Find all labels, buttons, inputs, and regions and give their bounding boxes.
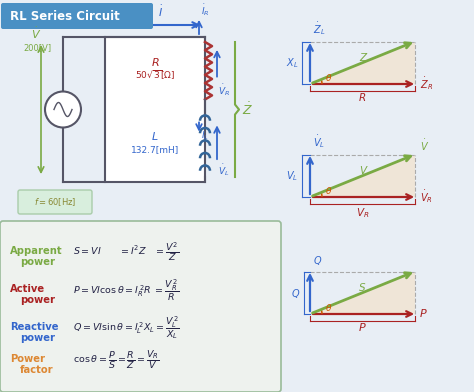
Text: power: power bbox=[20, 295, 55, 305]
Polygon shape bbox=[310, 272, 415, 314]
Text: $Q = VI\sin\theta = I_L^{\,2}X_L = \dfrac{V_L^{\,2}}{X_L}$: $Q = VI\sin\theta = I_L^{\,2}X_L = \dfra… bbox=[73, 315, 180, 341]
Text: Apparent: Apparent bbox=[10, 246, 63, 256]
Text: power: power bbox=[20, 333, 55, 343]
Text: P: P bbox=[359, 323, 366, 333]
Text: $\dot{V}_R$: $\dot{V}_R$ bbox=[218, 82, 230, 98]
FancyBboxPatch shape bbox=[1, 3, 153, 29]
Text: $\dot{V}_L$: $\dot{V}_L$ bbox=[218, 162, 229, 178]
Circle shape bbox=[45, 91, 81, 127]
Text: Reactive: Reactive bbox=[10, 322, 58, 332]
Text: $\dot{V}$: $\dot{V}$ bbox=[31, 26, 41, 41]
FancyBboxPatch shape bbox=[18, 190, 92, 214]
Text: $\dot{V}_R$: $\dot{V}_R$ bbox=[420, 189, 433, 205]
Text: $\dot{V}$: $\dot{V}$ bbox=[420, 138, 429, 153]
Text: S: S bbox=[359, 283, 366, 293]
Text: $V_L$: $V_L$ bbox=[286, 169, 298, 183]
Text: $\dot{Z}_L$: $\dot{Z}_L$ bbox=[313, 20, 325, 37]
Text: $\dot{Z}$: $\dot{Z}$ bbox=[242, 101, 253, 118]
Text: P: P bbox=[420, 309, 427, 319]
Text: 200[V]: 200[V] bbox=[23, 43, 51, 52]
Text: $L$: $L$ bbox=[151, 130, 159, 142]
Text: $V_R$: $V_R$ bbox=[356, 206, 369, 220]
Text: $\cos\theta = \dfrac{P}{S} = \dfrac{R}{Z} = \dfrac{V_R}{V}$: $\cos\theta = \dfrac{P}{S} = \dfrac{R}{Z… bbox=[73, 349, 160, 371]
Text: $Q$: $Q$ bbox=[313, 254, 322, 267]
Text: power: power bbox=[20, 257, 55, 267]
Text: R: R bbox=[359, 93, 366, 103]
Polygon shape bbox=[310, 155, 415, 197]
Text: $\theta$: $\theta$ bbox=[325, 302, 332, 313]
Text: $\dot{V}_L$: $\dot{V}_L$ bbox=[313, 133, 325, 150]
Text: $\theta$: $\theta$ bbox=[325, 185, 332, 196]
Text: RL Series Circuit: RL Series Circuit bbox=[10, 9, 120, 22]
Text: $R$: $R$ bbox=[151, 56, 159, 68]
Text: $P = VI\cos\theta = I_R^{\,2}R \;= \dfrac{V_R^{\,2}}{R}$: $P = VI\cos\theta = I_R^{\,2}R \;= \dfra… bbox=[73, 278, 179, 303]
Polygon shape bbox=[310, 42, 415, 84]
Text: $\dot{I}_L$: $\dot{I}_L$ bbox=[201, 127, 209, 142]
Text: $Q$: $Q$ bbox=[291, 287, 300, 299]
Text: $\dot{I}$: $\dot{I}$ bbox=[157, 4, 163, 19]
Text: Active: Active bbox=[10, 284, 45, 294]
Text: $X_L$: $X_L$ bbox=[285, 56, 298, 70]
Text: $\theta$: $\theta$ bbox=[325, 72, 332, 83]
Bar bbox=[105, 37, 205, 182]
Text: factor: factor bbox=[20, 365, 54, 375]
Text: $\dot{I}_R$: $\dot{I}_R$ bbox=[201, 2, 210, 18]
Text: $50\sqrt{3}[\Omega]$: $50\sqrt{3}[\Omega]$ bbox=[135, 68, 175, 82]
Text: Power: Power bbox=[10, 354, 45, 364]
Text: V: V bbox=[359, 166, 366, 176]
Text: $f = 60[\mathrm{Hz}]$: $f = 60[\mathrm{Hz}]$ bbox=[34, 196, 76, 208]
Text: $\dot{Z}_R$: $\dot{Z}_R$ bbox=[420, 76, 433, 93]
Text: $S = VI \qquad = I^2Z \quad = \dfrac{V^2}{Z}$: $S = VI \qquad = I^2Z \quad = \dfrac{V^2… bbox=[73, 241, 179, 263]
Text: 132.7[mH]: 132.7[mH] bbox=[131, 145, 179, 154]
Text: Z: Z bbox=[359, 53, 366, 63]
FancyBboxPatch shape bbox=[0, 221, 281, 392]
